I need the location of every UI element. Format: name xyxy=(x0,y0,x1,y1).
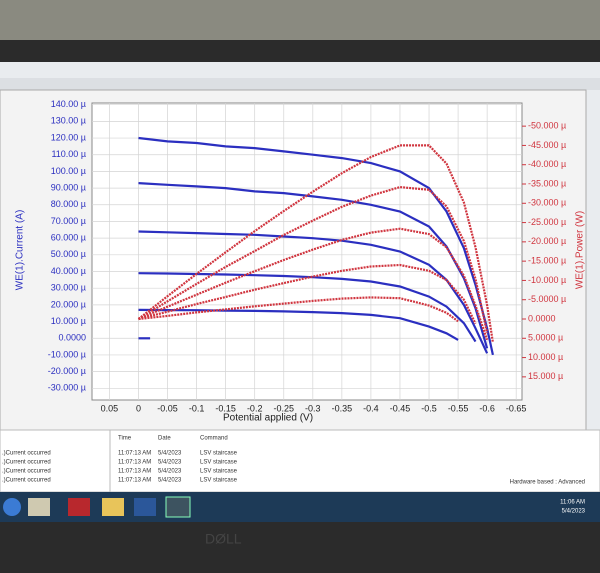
y-tick-label: 40.000 µ xyxy=(51,266,86,276)
monitor-brand: DØLL xyxy=(205,531,242,547)
log-header: Command xyxy=(200,436,228,442)
taskbar xyxy=(0,492,600,522)
log-message: .)Current occurred xyxy=(2,478,51,484)
y-tick-label: 90.000 µ xyxy=(51,182,86,192)
y2-tick-label: -5.0000 µ xyxy=(528,294,566,304)
y-tick-label: 110.00 µ xyxy=(51,149,86,159)
clock-time: 11:06 AM xyxy=(560,500,585,506)
x-axis-title: Potential applied (V) xyxy=(223,413,313,424)
x-tick-label: -0.65 xyxy=(506,403,527,413)
y-tick-label: 140.00 µ xyxy=(51,99,86,109)
x-tick-label: -0.6 xyxy=(479,403,495,413)
log-cell: 11:07:13 AM xyxy=(118,451,151,457)
y2-tick-label: -40.000 µ xyxy=(528,159,566,169)
y-tick-label: 100.00 µ xyxy=(51,166,86,176)
clock-date: 5/4/2023 xyxy=(562,509,586,515)
y2-tick-label: 0.0000 xyxy=(528,313,556,323)
log-message: .)Current occurred xyxy=(2,460,51,466)
x-tick-label: -0.4 xyxy=(363,403,379,413)
log-cell: 11:07:13 AM xyxy=(118,469,151,475)
x-tick-label: -0.05 xyxy=(157,403,178,413)
taskbar-app[interactable] xyxy=(102,498,124,516)
y-tick-label: -10.000 µ xyxy=(48,349,86,359)
log-cell: 5/4/2023 xyxy=(158,478,182,484)
y-tick-label: 60.000 µ xyxy=(51,233,86,243)
y-tick-label: -30.000 µ xyxy=(48,383,86,393)
y-tick-label: 120.00 µ xyxy=(51,132,86,142)
y-tick-label: 10.000 µ xyxy=(51,316,86,326)
x-tick-label: -0.1 xyxy=(189,403,205,413)
current-curve xyxy=(138,230,489,354)
x-tick-label: -0.25 xyxy=(273,403,294,413)
taskbar-app[interactable] xyxy=(28,498,50,516)
log-cell: LSV staircase xyxy=(200,469,238,475)
y-tick-label: -20.000 µ xyxy=(48,366,86,376)
y-tick-label: 50.000 µ xyxy=(51,249,86,259)
log-cell: 5/4/2023 xyxy=(158,460,182,466)
x-tick-label: -0.15 xyxy=(215,403,236,413)
toolbar xyxy=(0,78,600,90)
x-tick-label: -0.2 xyxy=(247,403,263,413)
y-axis-title: WE(1).Current (A) xyxy=(15,210,26,291)
y2-tick-label: -30.000 µ xyxy=(528,198,566,208)
wall xyxy=(0,0,600,40)
log-cell: LSV staircase xyxy=(200,451,238,457)
power-curve xyxy=(138,296,459,323)
log-header: Date xyxy=(158,436,171,442)
y2-tick-label: 5.0000 µ xyxy=(528,333,563,343)
y2-tick-label: -10.000 µ xyxy=(528,275,566,285)
current-curve xyxy=(138,136,494,356)
y2-axis-title: WE(1).Power (W) xyxy=(575,211,586,289)
y2-tick-label: -35.000 µ xyxy=(528,178,566,188)
y-tick-label: 130.00 µ xyxy=(51,116,86,126)
x-tick-label: 0.05 xyxy=(101,403,119,413)
taskbar-app[interactable] xyxy=(68,498,90,516)
log-message: .)Current occurred xyxy=(2,451,51,457)
start-button[interactable] xyxy=(3,498,21,516)
log-cell: 5/4/2023 xyxy=(158,469,182,475)
y-tick-label: 80.000 µ xyxy=(51,199,86,209)
y-tick-label: 0.0000 xyxy=(58,333,86,343)
current-curve xyxy=(138,308,459,341)
y2-tick-label: -20.000 µ xyxy=(528,236,566,246)
y2-tick-label: -45.000 µ xyxy=(528,140,566,150)
status-text: Hardware based : Advanced xyxy=(510,480,585,486)
log-header: Time xyxy=(118,436,132,442)
x-tick-label: -0.45 xyxy=(390,403,411,413)
x-tick-label: 0 xyxy=(136,403,141,413)
log-cell: 5/4/2023 xyxy=(158,451,182,457)
log-cell: 11:07:13 AM xyxy=(118,460,151,466)
y2-tick-label: -25.000 µ xyxy=(528,217,566,227)
y-tick-label: 20.000 µ xyxy=(51,299,86,309)
y2-tick-label: -15.000 µ xyxy=(528,256,566,266)
y2-tick-label: 15.000 µ xyxy=(528,371,563,381)
log-message: .)Current occurred xyxy=(2,469,51,475)
x-tick-label: -0.35 xyxy=(332,403,353,413)
power-curve xyxy=(138,227,489,341)
current-curve xyxy=(138,272,477,343)
x-tick-label: -0.3 xyxy=(305,403,321,413)
taskbar-app[interactable] xyxy=(165,496,191,518)
power-curve xyxy=(137,144,494,343)
y-tick-label: 30.000 µ xyxy=(51,283,86,293)
y2-tick-label: -50.000 µ xyxy=(528,121,566,131)
log-cell: 11:07:13 AM xyxy=(118,478,151,484)
power-curve xyxy=(138,263,477,325)
taskbar-app[interactable] xyxy=(134,498,156,516)
y2-tick-label: 10.000 µ xyxy=(528,352,563,362)
power-curve xyxy=(137,185,489,334)
log-cell: LSV staircase xyxy=(200,460,238,466)
x-tick-label: -0.55 xyxy=(448,403,469,413)
log-cell: LSV staircase xyxy=(200,478,238,484)
x-tick-label: -0.5 xyxy=(421,403,437,413)
y-tick-label: 70.000 µ xyxy=(51,216,86,226)
